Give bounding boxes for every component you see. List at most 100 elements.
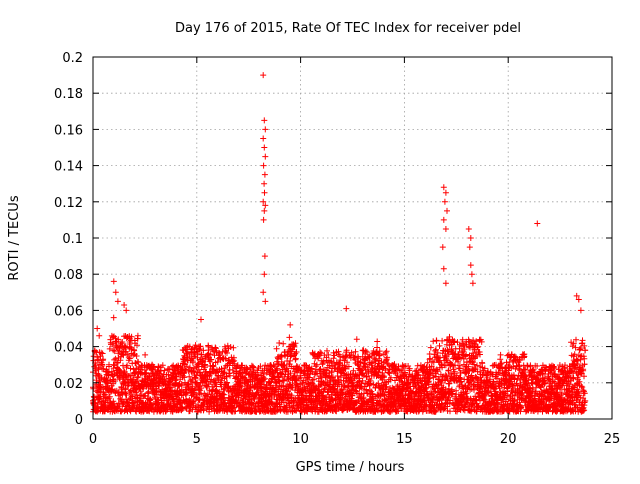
data-point — [325, 351, 332, 358]
data-point — [523, 381, 530, 388]
axis-ticks — [92, 56, 613, 420]
data-point — [99, 350, 106, 357]
y-tick-label: 0.12 — [54, 196, 83, 211]
data-point — [550, 365, 557, 372]
data-point — [376, 352, 383, 359]
data-point — [113, 360, 120, 366]
data-point — [115, 336, 122, 343]
data-point — [230, 344, 237, 351]
data-point — [463, 351, 470, 358]
data-point — [90, 353, 97, 360]
data-point — [110, 347, 117, 354]
data-point — [318, 350, 325, 357]
data-point — [456, 362, 463, 369]
data-point — [134, 374, 141, 381]
data-point — [456, 354, 463, 361]
data-point — [291, 343, 298, 350]
data-point — [568, 339, 575, 346]
data-point — [115, 400, 122, 407]
data-point — [470, 337, 477, 344]
data-point — [202, 361, 209, 368]
data-point — [260, 289, 267, 296]
data-point — [516, 386, 523, 393]
data-point — [457, 375, 464, 382]
chart-title: Day 176 of 2015, Rate Of TEC Index for r… — [175, 21, 521, 36]
data-point — [192, 342, 199, 349]
data-point — [224, 379, 231, 386]
data-point — [581, 373, 587, 380]
data-point — [260, 72, 267, 79]
data-point — [562, 362, 568, 369]
data-point — [571, 351, 578, 358]
data-point — [436, 342, 443, 349]
data-point — [474, 352, 481, 359]
data-point — [287, 353, 294, 360]
data-point — [124, 362, 131, 369]
data-point — [276, 340, 283, 346]
data-point — [340, 387, 347, 393]
data-point — [467, 235, 474, 241]
data-point — [534, 363, 541, 369]
data-point — [135, 359, 142, 366]
data-point — [106, 363, 112, 370]
data-point — [224, 342, 231, 349]
data-point — [468, 271, 475, 278]
data-point — [345, 363, 352, 370]
data-point — [284, 365, 290, 372]
data-point — [262, 298, 269, 305]
y-tick-labels: 00.020.040.060.080.10.120.140.160.180.2 — [54, 51, 83, 428]
data-point — [348, 349, 355, 356]
data-point — [518, 404, 525, 411]
data-point — [116, 344, 123, 351]
data-point — [125, 402, 132, 409]
data-point — [447, 408, 453, 415]
data-point — [238, 383, 245, 390]
data-point — [261, 207, 268, 214]
data-point — [430, 395, 437, 402]
data-point — [384, 354, 391, 361]
data-point — [568, 393, 575, 400]
data-point — [490, 362, 497, 369]
x-tick-label: 15 — [396, 432, 413, 447]
data-point — [473, 338, 480, 345]
data-point — [438, 380, 445, 386]
data-point — [464, 400, 471, 406]
data-point — [257, 381, 264, 387]
data-point — [406, 365, 413, 372]
data-point — [484, 369, 491, 376]
data-point — [448, 370, 454, 377]
data-point — [427, 344, 434, 351]
data-point — [260, 135, 267, 142]
data-point — [496, 385, 503, 392]
y-tick-label: 0.1 — [62, 232, 83, 247]
data-point — [127, 365, 134, 372]
data-point — [363, 386, 370, 393]
data-point — [551, 364, 558, 370]
data-point — [504, 384, 511, 391]
data-point — [262, 153, 269, 160]
data-point — [199, 402, 206, 408]
data-point — [422, 386, 429, 392]
data-point — [247, 385, 254, 392]
data-point — [254, 371, 261, 378]
data-point — [582, 397, 589, 404]
data-point — [134, 342, 140, 349]
data-point — [353, 336, 360, 343]
data-point — [278, 353, 285, 360]
data-point — [210, 363, 217, 370]
data-point — [286, 334, 293, 341]
data-point — [350, 367, 357, 374]
data-point — [474, 362, 480, 369]
data-point — [572, 344, 579, 351]
data-point — [134, 332, 141, 339]
data-point — [189, 358, 196, 365]
data-point — [112, 355, 119, 362]
data-point — [150, 363, 157, 370]
data-point — [433, 337, 440, 344]
x-tick-label: 10 — [292, 432, 309, 447]
data-point — [261, 144, 268, 151]
data-point — [374, 344, 380, 351]
data-point — [434, 368, 441, 375]
data-point — [317, 349, 324, 356]
